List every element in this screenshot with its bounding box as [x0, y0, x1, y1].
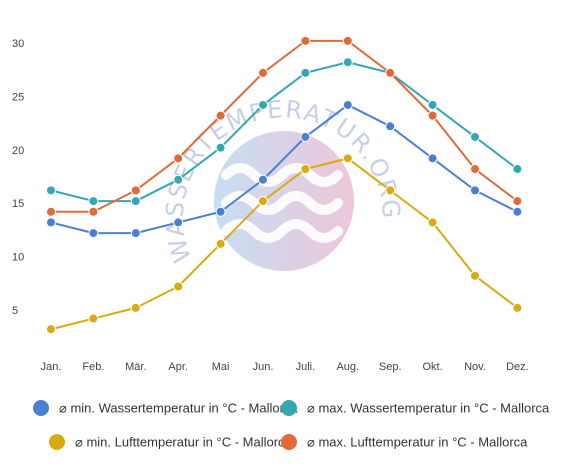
legend-label: ⌀ min. Lufttemperatur in °C - Mallorca [75, 435, 293, 450]
x-tick-label: Sep. [379, 361, 402, 373]
plot-area [46, 35, 523, 335]
legend[interactable]: ⌀ min. Wassertemperatur in °C - Mallorca… [33, 400, 550, 450]
series-line [50, 103, 518, 235]
series-line [50, 157, 519, 331]
data-point[interactable] [385, 121, 396, 132]
data-point[interactable] [427, 217, 438, 228]
x-tick-label: Mär. [125, 361, 146, 373]
y-tick-label: 30 [12, 38, 24, 50]
data-point[interactable] [342, 57, 353, 68]
data-point[interactable] [342, 35, 353, 46]
x-tick-label: Jun. [253, 361, 274, 373]
data-point[interactable] [342, 99, 353, 110]
watermark-wave [221, 163, 343, 187]
x-axis: Jan. Feb. Mär. Apr. Mai Jun. Juli. Aug. Sep. Okt.… [41, 361, 529, 373]
data-point[interactable] [173, 217, 184, 228]
y-tick-label: 15 [12, 198, 24, 210]
legend-label: ⌀ max. Wassertemperatur in °C - Mallorca [307, 401, 550, 416]
data-point[interactable] [215, 206, 226, 217]
x-tick-label: Jan. [41, 361, 62, 373]
data-point[interactable] [470, 131, 480, 142]
legend-item[interactable]: ⌀ max. Wassertemperatur in °C - Mallorca [281, 400, 550, 416]
data-point[interactable] [173, 153, 184, 164]
series-line [50, 61, 519, 203]
x-tick-label: Juli. [296, 361, 316, 373]
y-tick-label: 20 [12, 145, 24, 157]
legend-marker [281, 434, 297, 450]
data-point[interactable] [215, 238, 226, 249]
data-point[interactable] [470, 270, 480, 281]
data-point[interactable] [512, 196, 523, 207]
series-4 [46, 35, 523, 217]
data-point[interactable] [215, 110, 226, 121]
data-point[interactable] [470, 185, 480, 196]
data-point[interactable] [258, 174, 268, 185]
data-point[interactable] [173, 281, 184, 292]
data-point[interactable] [512, 164, 523, 175]
data-point[interactable] [130, 228, 141, 239]
series-line [51, 39, 519, 213]
data-point[interactable] [342, 153, 353, 164]
data-point[interactable] [512, 206, 523, 217]
data-point[interactable] [88, 206, 99, 217]
legend-marker [49, 434, 65, 450]
y-tick-label: 5 [12, 305, 18, 317]
legend-item[interactable]: ⌀ min. Wassertemperatur in °C - Mallorca [33, 400, 298, 416]
data-point[interactable] [173, 174, 184, 185]
legend-item[interactable]: ⌀ min. Lufttemperatur in °C - Mallorca [49, 434, 293, 450]
legend-label: ⌀ min. Wassertemperatur in °C - Mallorca [59, 401, 298, 416]
data-point[interactable] [300, 67, 311, 78]
legend-marker [33, 400, 49, 416]
data-point[interactable] [300, 131, 311, 142]
x-tick-label: Okt. [423, 361, 443, 373]
series-1 [46, 99, 523, 239]
x-tick-label: Aug. [336, 361, 359, 373]
y-tick-label: 25 [12, 91, 24, 103]
data-point[interactable] [88, 313, 99, 324]
x-tick-label: Feb. [82, 361, 104, 373]
data-point[interactable] [258, 196, 268, 207]
data-point[interactable] [385, 67, 396, 78]
data-point[interactable] [88, 196, 99, 207]
x-tick-label: Nov. [464, 361, 486, 373]
data-point[interactable] [300, 35, 311, 46]
y-tick-label: 10 [12, 252, 24, 264]
legend-item[interactable]: ⌀ max. Lufttemperatur in °C - Mallorca [281, 434, 528, 450]
series-3 [46, 153, 523, 335]
watermark-logo: WASSERTEMPERATUR.ORG [161, 95, 403, 271]
data-point[interactable] [130, 196, 141, 207]
data-point[interactable] [46, 324, 56, 335]
x-tick-label: Dez. [506, 361, 529, 373]
data-point[interactable] [46, 217, 56, 228]
watermark-wave [221, 219, 343, 243]
data-point[interactable] [300, 164, 311, 175]
data-point[interactable] [130, 185, 141, 196]
data-point[interactable] [46, 185, 56, 196]
data-point[interactable] [215, 142, 226, 153]
x-tick-label: Apr. [168, 361, 188, 373]
y-axis: 5 10 15 20 25 30 [12, 38, 24, 317]
legend-marker [281, 400, 297, 416]
data-point[interactable] [427, 110, 438, 121]
data-point[interactable] [258, 67, 268, 78]
data-point[interactable] [427, 99, 438, 110]
legend-label: ⌀ max. Lufttemperatur in °C - Mallorca [307, 435, 528, 450]
x-tick-label: Mai [212, 361, 230, 373]
data-point[interactable] [512, 302, 523, 313]
data-point[interactable] [427, 153, 438, 164]
watermark-wave [221, 191, 343, 215]
data-point[interactable] [385, 185, 396, 196]
data-point[interactable] [46, 206, 56, 217]
data-point[interactable] [470, 164, 480, 175]
data-point[interactable] [258, 99, 268, 110]
data-point[interactable] [88, 228, 99, 239]
data-point[interactable] [130, 302, 141, 313]
